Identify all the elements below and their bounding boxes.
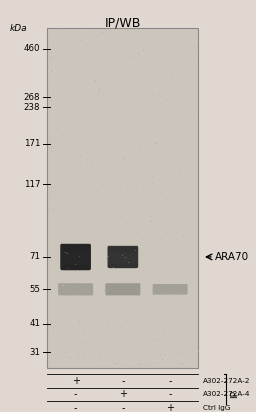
Text: 71: 71	[29, 253, 40, 262]
Text: Ctrl IgG: Ctrl IgG	[203, 405, 231, 411]
Text: 31: 31	[29, 347, 40, 356]
Text: -: -	[168, 389, 172, 399]
Text: IP: IP	[230, 390, 239, 398]
FancyBboxPatch shape	[109, 263, 136, 269]
Text: -: -	[168, 376, 172, 386]
Text: +: +	[119, 389, 127, 399]
Text: ARA70: ARA70	[215, 252, 249, 262]
Text: -: -	[74, 389, 77, 399]
FancyBboxPatch shape	[60, 244, 91, 270]
Text: +: +	[166, 403, 174, 412]
Text: A302-272A-2: A302-272A-2	[203, 378, 251, 384]
Text: -: -	[121, 403, 125, 412]
Text: 55: 55	[29, 285, 40, 294]
Text: 460: 460	[24, 44, 40, 53]
FancyBboxPatch shape	[62, 265, 89, 271]
Text: 238: 238	[24, 103, 40, 112]
FancyBboxPatch shape	[109, 247, 136, 252]
Text: 41: 41	[29, 319, 40, 328]
FancyBboxPatch shape	[105, 283, 140, 295]
Text: 171: 171	[24, 139, 40, 148]
Text: -: -	[121, 376, 125, 386]
FancyBboxPatch shape	[153, 284, 188, 295]
Text: -: -	[74, 403, 77, 412]
FancyBboxPatch shape	[47, 28, 198, 368]
Text: kDa: kDa	[9, 24, 27, 33]
Text: 268: 268	[24, 93, 40, 102]
Text: A302-272A-4: A302-272A-4	[203, 391, 251, 397]
FancyBboxPatch shape	[62, 245, 89, 251]
FancyBboxPatch shape	[58, 283, 93, 295]
Text: IP/WB: IP/WB	[105, 16, 141, 29]
Text: 117: 117	[24, 180, 40, 189]
FancyBboxPatch shape	[108, 246, 138, 268]
Text: +: +	[72, 376, 80, 386]
